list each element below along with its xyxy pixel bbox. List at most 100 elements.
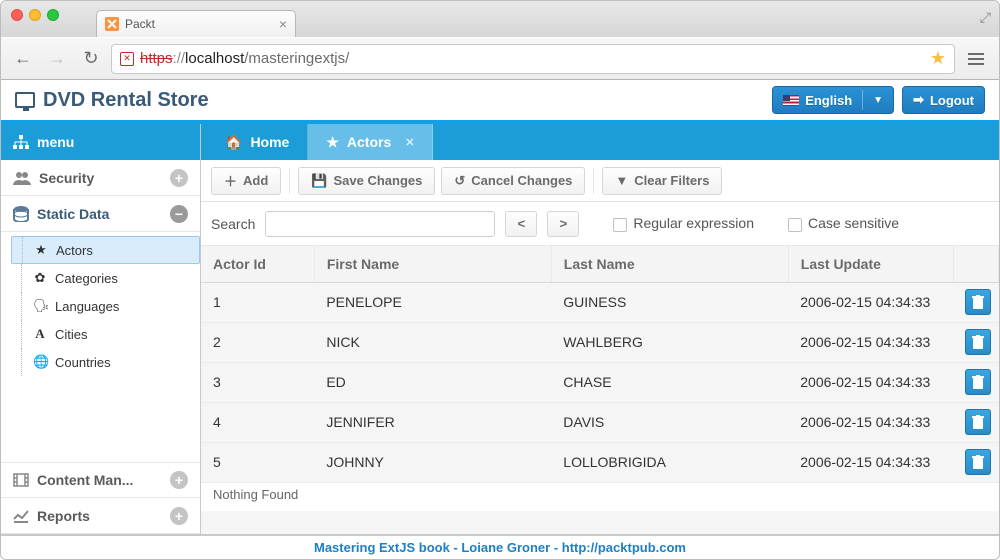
- cell-last: LOLLOBRIGIDA: [551, 442, 788, 482]
- table-row[interactable]: 5JOHNNYLOLLOBRIGIDA2006-02-15 04:34:33: [201, 442, 999, 482]
- main-panel: 🏠 Home ★ Actors ✕ ＋Add 💾Save Changes ↺Ca…: [201, 124, 999, 534]
- users-icon: [13, 171, 31, 185]
- save-button[interactable]: 💾Save Changes: [298, 167, 435, 195]
- grid-status: Nothing Found: [201, 483, 999, 511]
- tree-node-actors[interactable]: ★ Actors: [11, 236, 200, 264]
- table-row[interactable]: 1PENELOPEGUINESS2006-02-15 04:34:33: [201, 282, 999, 322]
- delete-button[interactable]: [965, 449, 991, 475]
- reload-button[interactable]: ↻: [77, 45, 105, 73]
- cell-id: 4: [201, 402, 314, 442]
- col-header-last[interactable]: Last Name: [551, 246, 788, 282]
- close-icon[interactable]: ×: [279, 16, 287, 32]
- add-button[interactable]: ＋Add: [211, 167, 281, 195]
- tree-node-label: Actors: [56, 243, 93, 258]
- star-icon: ★: [34, 242, 48, 258]
- fullscreen-icon[interactable]: ⤢: [980, 9, 991, 26]
- cancel-button[interactable]: ↺Cancel Changes: [441, 167, 585, 195]
- cell-last: GUINESS: [551, 282, 788, 322]
- cell-last: DAVIS: [551, 402, 788, 442]
- sidebar-item-security[interactable]: Security +: [1, 160, 200, 196]
- expand-icon[interactable]: +: [170, 169, 188, 187]
- back-button[interactable]: ←: [9, 45, 37, 73]
- home-icon: 🏠: [225, 134, 242, 151]
- col-header-update[interactable]: Last Update: [788, 246, 953, 282]
- monitor-icon: [15, 92, 35, 108]
- sitemap-icon: [13, 135, 29, 149]
- flag-us-icon: [783, 95, 799, 106]
- logout-icon: ➡: [913, 92, 924, 108]
- sidebar-item-content[interactable]: Content Man... +: [1, 462, 200, 498]
- tree-node-languages[interactable]: 🗣Languages: [11, 292, 200, 320]
- address-bar[interactable]: ✕ https :// localhost /masteringextjs/ ★: [111, 44, 955, 74]
- tree-node-categories[interactable]: ✿Categories: [11, 264, 200, 292]
- road-icon: A: [33, 326, 47, 342]
- col-header-first[interactable]: First Name: [314, 246, 551, 282]
- cell-first: PENELOPE: [314, 282, 551, 322]
- sidebar-item-reports[interactable]: Reports +: [1, 498, 200, 534]
- globe-icon: 🌐: [33, 354, 47, 370]
- forward-button: →: [43, 45, 71, 73]
- cell-first: JOHNNY: [314, 442, 551, 482]
- insecure-icon: ✕: [120, 52, 134, 66]
- browser-tab[interactable]: Packt ×: [96, 10, 296, 37]
- cell-update: 2006-02-15 04:34:33: [788, 282, 953, 322]
- btn-label: Clear Filters: [634, 173, 709, 188]
- close-icon[interactable]: ✕: [405, 136, 414, 149]
- search-row: Search < > Regular expression Case sensi…: [201, 202, 999, 246]
- delete-button[interactable]: [965, 289, 991, 315]
- delete-button[interactable]: [965, 329, 991, 355]
- opt-label: Regular expression: [633, 215, 754, 231]
- delete-button[interactable]: [965, 369, 991, 395]
- bookmark-star-icon[interactable]: ★: [930, 48, 946, 69]
- window-close[interactable]: [11, 9, 23, 21]
- app-title: DVD Rental Store: [43, 89, 209, 112]
- checkbox[interactable]: [613, 218, 627, 232]
- tree-node-countries[interactable]: 🌐 Countries: [11, 348, 200, 376]
- browser-tab-title: Packt: [125, 17, 155, 31]
- sidebar-item-label: Static Data: [37, 206, 109, 222]
- expand-icon[interactable]: +: [170, 471, 188, 489]
- clear-filters-button[interactable]: ▼Clear Filters: [602, 167, 722, 195]
- cell-update: 2006-02-15 04:34:33: [788, 402, 953, 442]
- delete-button[interactable]: [965, 409, 991, 435]
- tree-node-label: Cities: [55, 327, 88, 342]
- search-input[interactable]: [265, 211, 495, 237]
- window-zoom[interactable]: [47, 9, 59, 21]
- regex-option[interactable]: Regular expression: [613, 215, 754, 231]
- table-row[interactable]: 2NICKWAHLBERG2006-02-15 04:34:33: [201, 322, 999, 362]
- case-option[interactable]: Case sensitive: [788, 215, 899, 231]
- tree-node-cities[interactable]: A Cities: [11, 320, 200, 348]
- search-next-button[interactable]: >: [547, 211, 579, 237]
- sidebar-item-static-data[interactable]: Static Data −: [1, 196, 200, 232]
- table-row[interactable]: 4JENNIFERDAVIS2006-02-15 04:34:33: [201, 402, 999, 442]
- col-header-actions: [953, 246, 998, 282]
- language-selector[interactable]: English ▼: [772, 86, 894, 114]
- save-icon: 💾: [311, 173, 327, 189]
- language-icon: 🗣: [33, 298, 47, 314]
- tab-home[interactable]: 🏠 Home: [207, 124, 308, 160]
- database-icon: [13, 206, 29, 222]
- tree-node-label: Countries: [55, 355, 111, 370]
- checkbox[interactable]: [788, 218, 802, 232]
- undo-icon: ↺: [454, 173, 465, 189]
- logout-button[interactable]: ➡ Logout: [902, 86, 985, 114]
- search-prev-button[interactable]: <: [505, 211, 537, 237]
- sidebar-header: menu: [1, 124, 200, 160]
- cell-first: NICK: [314, 322, 551, 362]
- window-minimize[interactable]: [29, 9, 41, 21]
- sidebar-item-label: Security: [39, 170, 94, 186]
- table-row[interactable]: 3EDCHASE2006-02-15 04:34:33: [201, 362, 999, 402]
- collapse-icon[interactable]: −: [170, 205, 188, 223]
- browser-menu-button[interactable]: [961, 45, 991, 73]
- expand-icon[interactable]: +: [170, 507, 188, 525]
- chevron-down-icon: ▼: [873, 95, 883, 106]
- search-label: Search: [211, 216, 255, 232]
- url-path: /masteringextjs/: [244, 50, 349, 67]
- col-header-id[interactable]: Actor Id: [201, 246, 314, 282]
- cell-update: 2006-02-15 04:34:33: [788, 442, 953, 482]
- cell-id: 2: [201, 322, 314, 362]
- sidebar-item-label: Content Man...: [37, 472, 133, 488]
- tree-node-label: Categories: [55, 271, 118, 286]
- tab-actors[interactable]: ★ Actors ✕: [308, 124, 433, 160]
- language-label: English: [805, 93, 852, 108]
